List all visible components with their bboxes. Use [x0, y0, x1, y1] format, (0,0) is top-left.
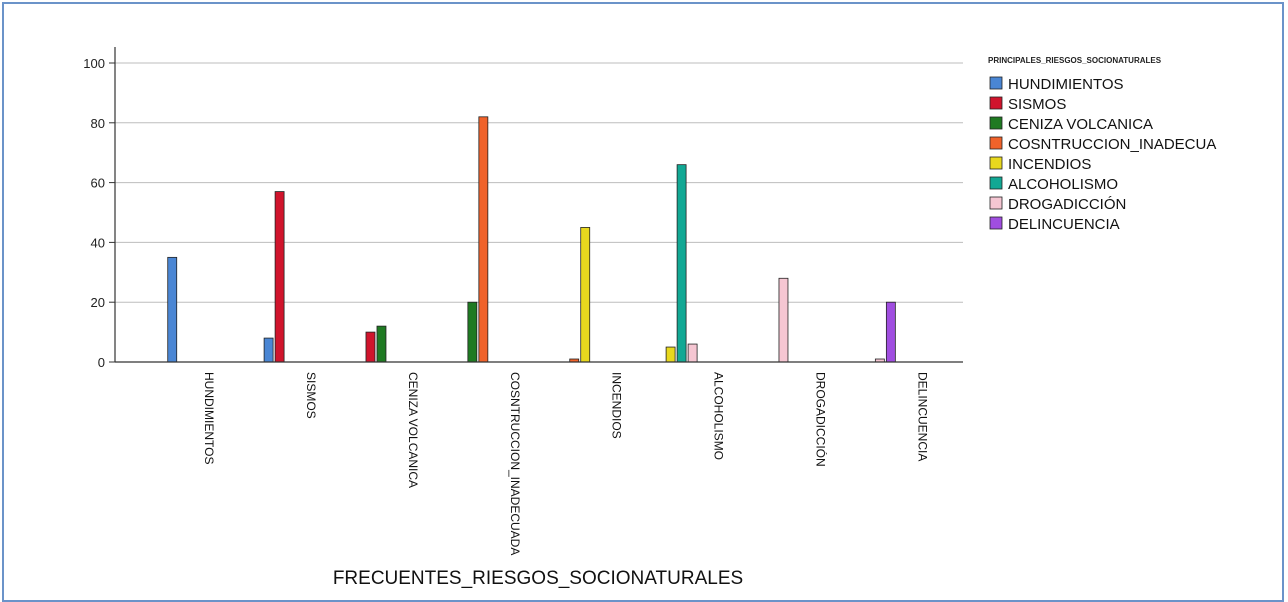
legend: HUNDIMIENTOS SISMOS CENIZA VOLCANICA COSNTR… [989, 76, 1216, 233]
y-tick-label: 40 [91, 235, 105, 250]
y-axis-ticks: 0 20 40 60 80 100 [83, 56, 115, 370]
legend-swatch [989, 196, 1003, 210]
bar-drogadicci-n-6 [778, 277, 789, 363]
bar-cosntruccion-inadecua-3 [478, 116, 489, 363]
bar-sismos-2 [365, 331, 376, 363]
gridlines [115, 62, 963, 303]
bar-delincuencia-7 [885, 301, 896, 363]
legend-swatch [989, 176, 1003, 190]
legend-swatch [989, 216, 1003, 230]
legend-swatch [989, 76, 1003, 90]
x-tick-label: ALCOHOLISMO [712, 372, 726, 460]
bar-alcoholismo-5 [676, 164, 687, 363]
legend-label: CENIZA VOLCANICA [1008, 116, 1153, 133]
y-tick-label: 20 [91, 295, 105, 310]
legend-swatch [989, 96, 1003, 110]
bar-incendios-5 [665, 346, 676, 363]
bar-incendios-4 [580, 227, 591, 363]
bar-ceniza-volcanica-2 [376, 325, 387, 363]
legend-swatch [989, 136, 1003, 150]
y-tick-label: 60 [91, 176, 105, 191]
legend-label: DROGADICCIÓN [1008, 196, 1126, 213]
bar-hundimientos-0 [167, 256, 178, 363]
y-tick-label: 0 [98, 355, 105, 370]
legend-swatch [989, 156, 1003, 170]
bar-hundimientos-1 [263, 337, 274, 363]
legend-label: HUNDIMIENTOS [1008, 76, 1124, 93]
bar-ceniza-volcanica-3 [467, 301, 478, 363]
category-labels: HUNDIMIENTOS SISMOS CENIZA VOLCANICA COSNTR… [202, 372, 929, 555]
bar-drogadicci-n-5 [687, 343, 698, 363]
bar-sismos-1 [274, 191, 285, 363]
legend-label: DELINCUENCIA [1008, 216, 1120, 233]
legend-label: ALCOHOLISMO [1008, 176, 1118, 193]
x-tick-label: DROGADICCIÓN [813, 372, 828, 467]
legend-label: INCENDIOS [1008, 156, 1091, 173]
x-tick-label: SISMOS [304, 372, 318, 419]
x-tick-label: HUNDIMIENTOS [202, 372, 216, 464]
x-tick-label: COSNTRUCCION_INADECUADA [508, 372, 522, 555]
legend-swatch [989, 116, 1003, 130]
x-tick-label: DELINCUENCIA [915, 372, 929, 461]
legend-label: COSNTRUCCION_INADECUA [1008, 136, 1216, 153]
axes [114, 47, 963, 363]
legend-label: SISMOS [1008, 96, 1066, 113]
y-tick-label: 100 [83, 56, 105, 71]
x-tick-label: INCENDIOS [610, 372, 624, 439]
x-tick-label: CENIZA VOLCANICA [406, 372, 420, 488]
bars [167, 116, 896, 363]
y-tick-label: 80 [91, 116, 105, 131]
x-axis-title: FRECUENTES_RIESGOS_SOCIONATURALES [333, 568, 743, 589]
legend-title: PRINCIPALES_RIESGOS_SOCIONATURALES [988, 56, 1162, 65]
